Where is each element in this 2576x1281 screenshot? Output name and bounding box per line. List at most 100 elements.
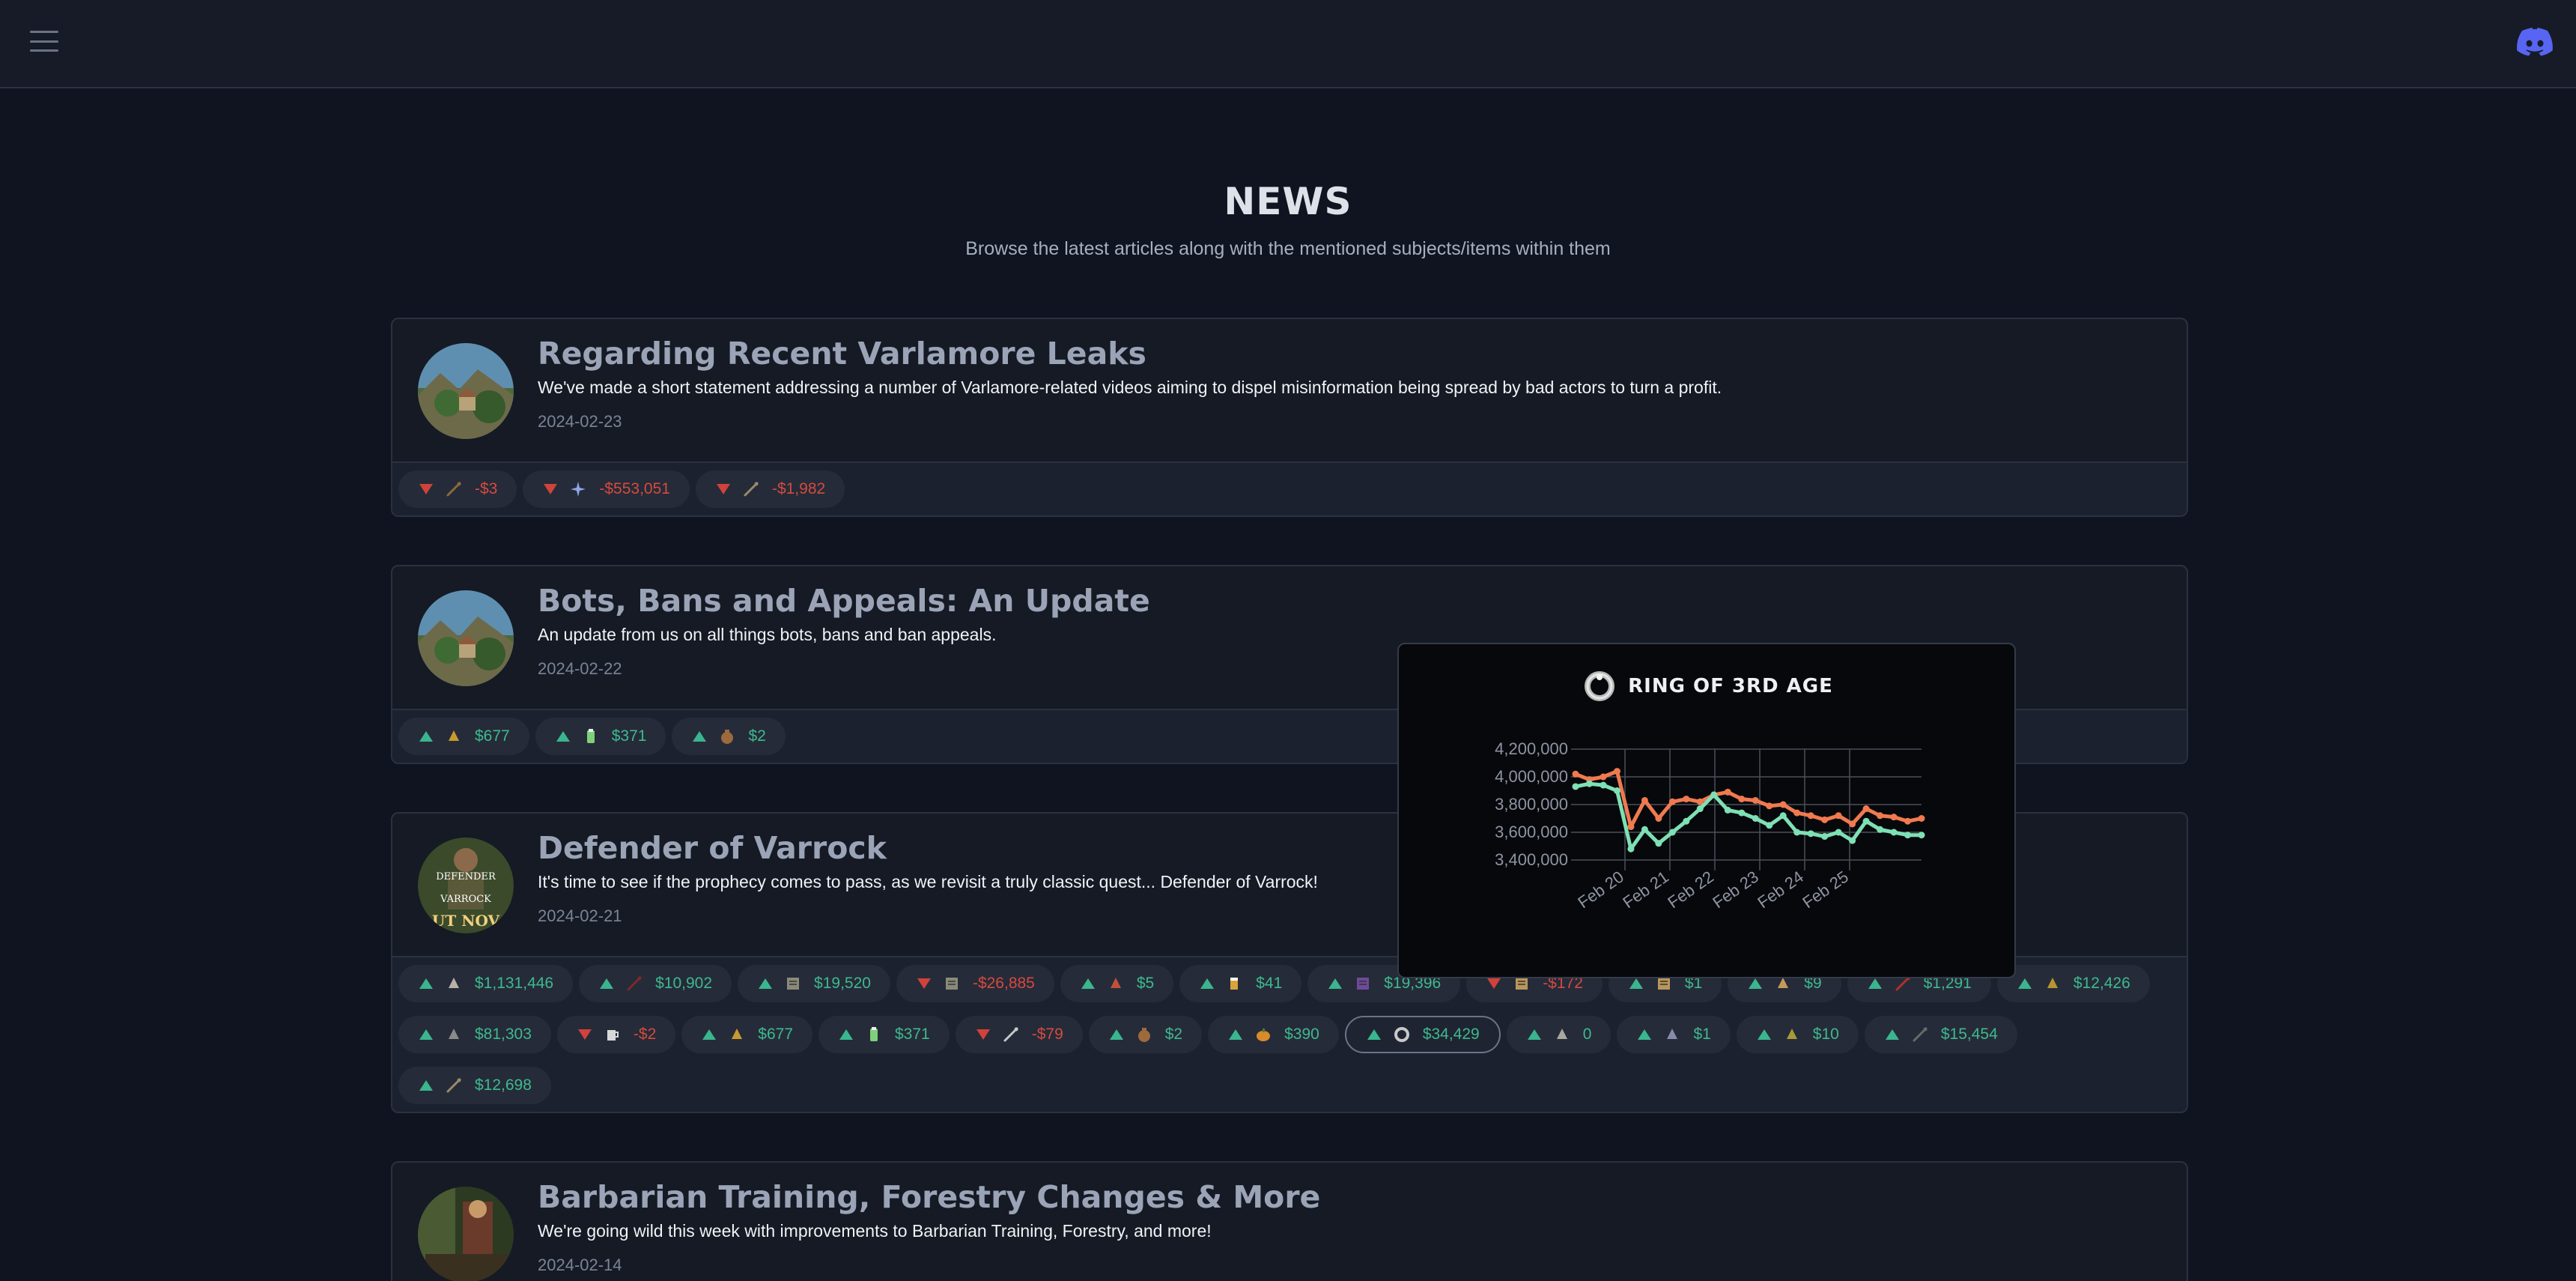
data-point: [1821, 816, 1829, 823]
item-chip[interactable]: $371: [535, 718, 666, 755]
staff-icon: [445, 1076, 463, 1094]
item-price-change: $19,520: [814, 975, 871, 992]
article-title[interactable]: Regarding Recent Varlamore Leaks: [538, 336, 1146, 372]
data-point: [1849, 837, 1856, 844]
data-point: [1752, 796, 1759, 804]
staff-icon: [742, 480, 760, 498]
boots-icon: [2044, 975, 2062, 993]
bag-icon: [1135, 1026, 1153, 1044]
svg-text:DEFENDER: DEFENDER: [436, 871, 496, 882]
item-chip[interactable]: $81,303: [398, 1016, 551, 1053]
x-tick-label: Feb 23: [1709, 867, 1761, 912]
article-title[interactable]: Defender of Varrock: [538, 830, 887, 866]
data-point: [1738, 796, 1746, 803]
item-chip[interactable]: -$1,982: [695, 470, 845, 508]
item-chip[interactable]: $677: [681, 1016, 812, 1053]
data-point: [1627, 845, 1635, 853]
item-price-change: $41: [1256, 975, 1283, 992]
y-tick-label: 3,400,000: [1495, 850, 1568, 869]
data-point: [1668, 798, 1676, 805]
item-price-change: $9: [1804, 975, 1822, 992]
series-line: [1575, 781, 1922, 851]
data-point: [1779, 812, 1787, 820]
item-chip[interactable]: $677: [398, 718, 529, 755]
item-price-change: $677: [758, 1026, 793, 1043]
item-price-change: $371: [611, 727, 647, 745]
potion-icon: [582, 727, 600, 745]
price-up-icon: [419, 1029, 433, 1040]
article-date: 2024-02-14: [538, 1256, 622, 1274]
x-tick-label: Feb 20: [1574, 867, 1626, 912]
item-chip[interactable]: $390: [1208, 1016, 1339, 1053]
price-up-icon: [419, 1080, 433, 1091]
pumpkin-icon: [1254, 1026, 1272, 1044]
item-chip[interactable]: -$3: [398, 470, 517, 508]
popup-header: RING OF 3RD AGE: [1399, 670, 2017, 703]
popup-title: RING OF 3RD AGE: [1628, 675, 1833, 697]
item-chip[interactable]: $10: [1736, 1016, 1859, 1053]
sword-icon: [1002, 1026, 1020, 1044]
item-price-change: $10: [1812, 1026, 1839, 1043]
price-up-icon: [1081, 978, 1095, 989]
data-point: [1696, 805, 1704, 813]
hamburger-menu-icon[interactable]: [30, 28, 58, 54]
article-title[interactable]: Barbarian Training, Forestry Changes & M…: [538, 1179, 1321, 1215]
beer-icon: [1226, 975, 1244, 993]
price-up-icon: [1749, 978, 1763, 989]
item-chip[interactable]: 0: [1506, 1016, 1611, 1053]
ring-icon: [1393, 1026, 1411, 1044]
data-point: [1766, 802, 1773, 810]
item-chip-list: $1,131,446 $10,902 $19,520 -$26,885 $5 $41 $19…: [392, 957, 2187, 1112]
item-chip[interactable]: -$79: [955, 1016, 1083, 1053]
article-thumbnail[interactable]: [418, 1187, 514, 1281]
price-up-icon: [419, 731, 433, 742]
y-tick-label: 4,000,000: [1495, 767, 1568, 786]
data-point: [1641, 796, 1648, 804]
article-title[interactable]: Bots, Bans and Appeals: An Update: [538, 583, 1150, 619]
price-up-icon: [839, 1029, 853, 1040]
price-up-icon: [759, 978, 773, 989]
sparkle-icon: [569, 480, 587, 498]
data-point: [1572, 783, 1579, 790]
top-bar: [0, 0, 2576, 88]
item-chip[interactable]: $371: [818, 1016, 950, 1053]
item-chip[interactable]: -$26,885: [896, 965, 1054, 1002]
item-chip[interactable]: $15,454: [1864, 1016, 2017, 1053]
data-point: [1890, 829, 1898, 836]
scroll-icon: [1655, 975, 1673, 993]
item-price-change: $1,131,446: [475, 975, 554, 992]
item-chip[interactable]: $34,429: [1344, 1016, 1501, 1053]
item-chip[interactable]: $5: [1060, 965, 1174, 1002]
item-chip[interactable]: $19,396: [1307, 965, 1461, 1002]
price-up-icon: [1638, 1029, 1652, 1040]
item-chip[interactable]: $2: [1088, 1016, 1203, 1053]
x-tick-label: Feb 25: [1799, 867, 1851, 912]
data-point: [1668, 829, 1676, 836]
item-chip[interactable]: -$553,051: [523, 470, 690, 508]
meat-icon: [1107, 975, 1125, 993]
item-price-change: 0: [1582, 1026, 1592, 1043]
page-title: NEWS: [1224, 180, 1352, 223]
data-point: [1710, 791, 1718, 799]
item-price-change: $34,429: [1422, 1026, 1480, 1043]
price-up-icon: [702, 1029, 717, 1040]
data-point: [1793, 809, 1801, 817]
item-chip[interactable]: $41: [1179, 965, 1302, 1002]
discord-icon[interactable]: [2516, 27, 2554, 57]
item-chip[interactable]: $12,426: [1996, 965, 2150, 1002]
data-point: [1862, 805, 1870, 813]
item-chip[interactable]: $2: [672, 718, 786, 755]
item-chip[interactable]: $10,902: [579, 965, 732, 1002]
article-thumbnail[interactable]: DEFENDER VARROCK UT NOV: [418, 838, 514, 933]
article-thumbnail[interactable]: [418, 590, 514, 686]
item-chip[interactable]: -$2: [556, 1016, 676, 1053]
item-chip[interactable]: $19,520: [738, 965, 890, 1002]
item-chip[interactable]: $1,131,446: [398, 965, 574, 1002]
price-up-icon: [556, 731, 570, 742]
item-price-change: $19,396: [1384, 975, 1442, 992]
price-up-icon: [419, 978, 433, 989]
article-thumbnail[interactable]: [418, 343, 514, 439]
item-chip[interactable]: $1: [1617, 1016, 1731, 1053]
data-point: [1904, 832, 1912, 839]
item-chip[interactable]: $12,698: [398, 1067, 551, 1104]
